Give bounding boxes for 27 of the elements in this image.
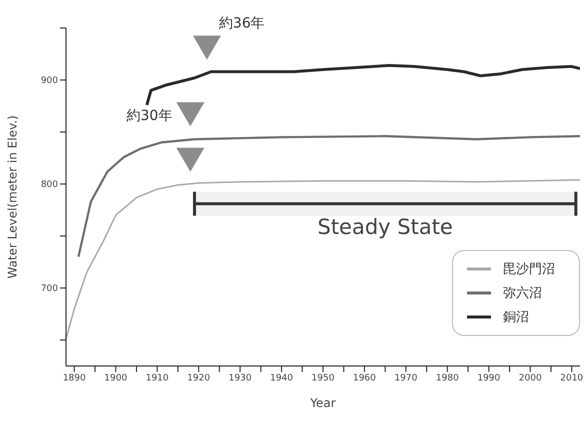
y-tick-label: 700 (40, 284, 58, 294)
x-tick-label: 1940 (270, 373, 294, 384)
legend-label: 銅沼 (503, 310, 529, 325)
band-label: Steady State (317, 214, 453, 239)
legend-label: 毘沙門沼 (503, 262, 555, 277)
x-tick-label: 1980 (436, 373, 460, 384)
line-series (77, 135, 580, 258)
line-series (66, 179, 580, 340)
x-tick-label: 2010 (560, 373, 584, 384)
x-tick-label: 1960 (353, 373, 376, 384)
legend-label: 弥六沼 (503, 286, 542, 301)
x-tick-label: 1890 (62, 373, 86, 384)
x-tick-label: 1910 (146, 373, 169, 384)
y-axis-title: Water Level(meter in Elev.) (5, 115, 20, 279)
x-tick-label: 1990 (477, 373, 501, 384)
y-tick-label: 900 (40, 76, 58, 86)
x-tick-label: 1970 (394, 373, 418, 384)
x-axis-title: Year (309, 396, 336, 410)
x-tick-label: 1930 (228, 373, 252, 384)
annotation: 約36年 (218, 16, 265, 32)
annotation: 約30年 (126, 108, 172, 124)
x-tick-label: 1920 (187, 373, 210, 384)
line-series (145, 64, 580, 106)
x-tick-label: 1900 (104, 373, 128, 384)
x-tick-label: 1950 (312, 373, 335, 384)
y-tick-label: 800 (40, 180, 58, 190)
x-tick-label: 2000 (518, 373, 542, 384)
